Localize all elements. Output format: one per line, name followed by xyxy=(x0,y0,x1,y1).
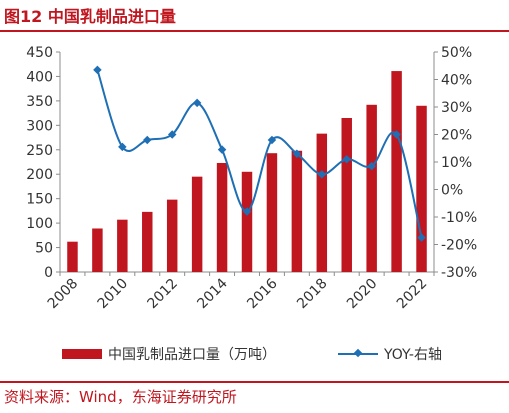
x-tick-label: 2020 xyxy=(344,276,381,313)
bar-2014 xyxy=(216,162,228,272)
bar-2011 xyxy=(142,211,153,272)
y-right-tick-label: -20% xyxy=(441,238,477,254)
x-tick-label: 2022 xyxy=(394,276,431,313)
y-left-tick-label: 300 xyxy=(26,118,53,134)
x-tick-label: 2014 xyxy=(194,275,231,312)
title-divider xyxy=(0,30,509,32)
x-tick-label: 2012 xyxy=(145,276,182,313)
x-tick-label: 2018 xyxy=(294,276,331,313)
y-left-tick-label: 450 xyxy=(26,45,53,61)
legend-bar-swatch xyxy=(62,349,102,359)
y-left-tick-label: 250 xyxy=(26,143,53,159)
yoy-marker-2011 xyxy=(143,135,152,145)
bar-2020 xyxy=(366,104,377,272)
bar-2010 xyxy=(117,219,128,272)
y-right-tick-label: 20% xyxy=(441,128,472,144)
y-left-tick-label: 100 xyxy=(26,216,53,232)
yoy-marker-2018 xyxy=(317,170,327,179)
yoy-marker-2021 xyxy=(392,130,401,139)
bar-2021 xyxy=(391,71,402,272)
y-left-tick-label: 350 xyxy=(26,94,53,110)
legend-item-bar: 中国乳制品进口量（万吨） xyxy=(62,344,276,364)
chart-area: 0 50 100 150 200 250 300 350 400 450 -30% -20% -10% 0… xyxy=(26,45,477,313)
y-right-tick-label: 30% xyxy=(441,100,472,116)
y-right-tick-label: 10% xyxy=(441,155,472,171)
yoy-marker-2009 xyxy=(93,65,102,75)
bar-2019 xyxy=(341,118,352,272)
y-left-tick-label: 400 xyxy=(26,69,53,85)
chart-legend: 中国乳制品进口量（万吨） YOY-右轴 xyxy=(0,340,509,370)
y-right-tick-label: 40% xyxy=(441,73,472,89)
bar-2009 xyxy=(92,228,103,272)
yoy-marker-2012 xyxy=(167,130,177,139)
y-left-tick-label: 200 xyxy=(26,167,53,183)
yoy-marker-2010 xyxy=(118,142,127,152)
bar-2018 xyxy=(316,133,328,272)
bar-2017 xyxy=(291,150,303,272)
source-note: 资料来源：Wind，东海证券研究所 xyxy=(4,388,237,406)
bar-2013 xyxy=(191,176,203,272)
figure-title: 图12 中国乳制品进口量 xyxy=(4,7,176,26)
yoy-marker-2014 xyxy=(217,145,227,154)
bar-2022 xyxy=(416,105,427,273)
yoy-marker-2013 xyxy=(192,98,202,108)
yoy-marker-2016 xyxy=(267,135,277,145)
yoy-marker-2022 xyxy=(417,233,426,242)
y-left-tick-label: 0 xyxy=(44,265,53,281)
yoy-marker-2019 xyxy=(342,155,351,164)
legend-item-line: YOY-右轴 xyxy=(338,344,442,364)
bar-2008 xyxy=(67,241,78,272)
yoy-marker-2020 xyxy=(367,161,376,171)
y-left-tick-label: 150 xyxy=(26,192,53,208)
source-divider xyxy=(0,381,509,383)
y-right-tick-label: -30% xyxy=(441,265,477,281)
bar-2012 xyxy=(166,199,178,272)
y-right-tick-label: 0% xyxy=(441,183,463,199)
bar-2015 xyxy=(241,171,253,272)
yoy-marker-2015 xyxy=(242,207,252,216)
yoy-marker-2017 xyxy=(292,149,302,158)
y-left-tick-label: 50 xyxy=(35,241,53,257)
y-right-tick-label: -10% xyxy=(441,210,477,226)
y-right-tick-label: 50% xyxy=(441,45,472,61)
x-tick-label: 2016 xyxy=(244,275,281,312)
legend-line-swatch xyxy=(338,347,378,361)
legend-line-label: YOY-右轴 xyxy=(384,347,442,363)
x-tick-label: 2010 xyxy=(95,276,132,313)
legend-bar-label: 中国乳制品进口量（万吨） xyxy=(108,347,276,363)
bar-2016 xyxy=(266,153,278,272)
figure-title-row: 图12 中国乳制品进口量 xyxy=(0,0,509,30)
